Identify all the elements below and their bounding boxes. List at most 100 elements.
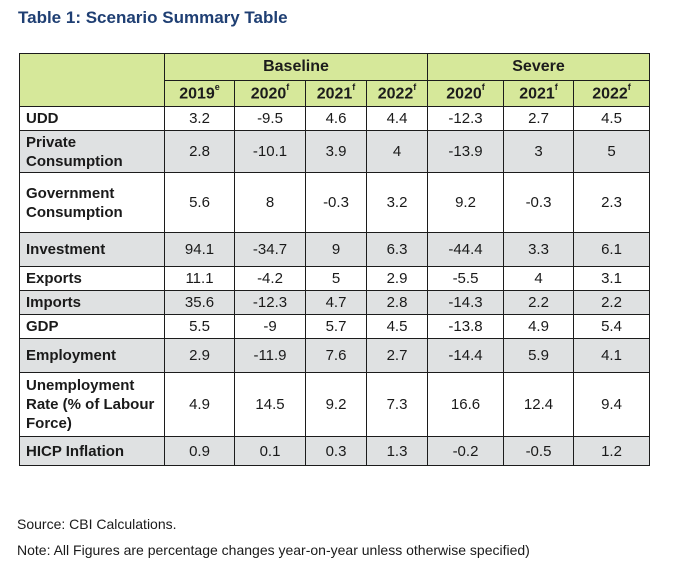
value-cell: -0.2	[427, 436, 504, 466]
row-label: Private Consumption	[19, 130, 165, 173]
value-cell: -12.3	[234, 290, 306, 315]
value-cell: -0.5	[503, 436, 574, 466]
value-cell: 6.1	[572, 232, 651, 267]
value-cell: 5.5	[164, 314, 235, 339]
value-cell: 3.2	[164, 106, 235, 131]
value-cell: 2.9	[164, 338, 235, 373]
value-cell: -44.4	[427, 232, 504, 267]
value-cell: 0.3	[305, 436, 367, 466]
value-cell: 4.9	[503, 314, 574, 339]
value-cell: 9.4	[572, 372, 651, 437]
value-cell: 3.2	[366, 172, 428, 233]
value-cell: 5.4	[572, 314, 651, 339]
value-cell: 4.5	[366, 314, 428, 339]
table-row: UDD 3.2 -9.5 4.6 4.4 -12.3 2.7 4.5	[19, 106, 651, 131]
table-row: GDP 5.5 -9 5.7 4.5 -13.8 4.9 5.4	[19, 314, 651, 339]
value-cell: 2.9	[366, 266, 428, 291]
year-header: 2021f	[503, 80, 574, 107]
value-cell: 5	[572, 130, 651, 173]
row-label: Exports	[19, 266, 165, 291]
value-cell: -4.2	[234, 266, 306, 291]
value-cell: 4.1	[572, 338, 651, 373]
table-row: Private Consumption 2.8 -10.1 3.9 4 -13.9 3 5	[19, 130, 651, 173]
value-cell: -11.9	[234, 338, 306, 373]
group-header-severe: Severe	[426, 53, 651, 81]
row-label: Government Consumption	[19, 172, 165, 233]
value-cell: 5	[305, 266, 367, 291]
value-cell: 35.6	[164, 290, 235, 315]
value-cell: 5.7	[305, 314, 367, 339]
value-cell: -0.3	[503, 172, 574, 233]
row-label: GDP	[19, 314, 165, 339]
value-cell: 2.7	[503, 106, 574, 131]
year-header: 2022f	[572, 80, 651, 107]
row-label: HICP Inflation	[19, 436, 165, 466]
value-cell: 4.4	[366, 106, 428, 131]
value-cell: -12.3	[427, 106, 504, 131]
corner-cell	[19, 53, 165, 107]
value-cell: 4.9	[164, 372, 235, 437]
value-cell: -0.3	[305, 172, 367, 233]
value-cell: 3	[503, 130, 574, 173]
value-cell: 5.6	[164, 172, 235, 233]
value-cell: -14.3	[427, 290, 504, 315]
year-header: 2021f	[305, 80, 367, 107]
value-cell: -10.1	[234, 130, 306, 173]
value-cell: -5.5	[427, 266, 504, 291]
row-label: Imports	[19, 290, 165, 315]
year-header: 2022f	[366, 80, 428, 107]
value-cell: 12.4	[503, 372, 574, 437]
row-label: UDD	[19, 106, 165, 131]
footnote: Note: All Figures are percentage changes…	[17, 542, 530, 558]
value-cell: 14.5	[234, 372, 306, 437]
year-header: 2020f	[234, 80, 306, 107]
value-cell: 4	[503, 266, 574, 291]
table-row: Employment 2.9 -11.9 7.6 2.7 -14.4 5.9 4.1	[19, 338, 651, 373]
value-cell: 8	[234, 172, 306, 233]
value-cell: 2.8	[164, 130, 235, 173]
value-cell: 0.9	[164, 436, 235, 466]
table-row: Imports 35.6 -12.3 4.7 2.8 -14.3 2.2 2.2	[19, 290, 651, 315]
row-label: Employment	[19, 338, 165, 373]
value-cell: -9	[234, 314, 306, 339]
value-cell: -13.8	[427, 314, 504, 339]
table-row: Unemployment Rate (% of Labour Force) 4.9…	[19, 372, 651, 437]
value-cell: 1.2	[572, 436, 651, 466]
table-row: HICP Inflation 0.9 0.1 0.3 1.3 -0.2 -0.5 1.2	[19, 436, 651, 466]
value-cell: 16.6	[427, 372, 504, 437]
table-row: Investment 94.1 -34.7 9 6.3 -44.4 3.3 6.1	[19, 232, 651, 267]
value-cell: 3.3	[503, 232, 574, 267]
value-cell: 11.1	[164, 266, 235, 291]
source-note: Source: CBI Calculations.	[17, 516, 177, 532]
value-cell: 2.3	[572, 172, 651, 233]
value-cell: 94.1	[164, 232, 235, 267]
value-cell: 3.1	[572, 266, 651, 291]
year-header: 2019e	[164, 80, 235, 107]
value-cell: 7.3	[366, 372, 428, 437]
scenario-summary-table: Baseline Severe 2019e 2020f 2021f 2022f 2020…	[19, 53, 651, 466]
group-header-baseline: Baseline	[164, 53, 428, 81]
value-cell: 9.2	[305, 372, 367, 437]
value-cell: -9.5	[234, 106, 306, 131]
value-cell: 4.6	[305, 106, 367, 131]
value-cell: 4	[366, 130, 428, 173]
value-cell: -34.7	[234, 232, 306, 267]
table-row: Government Consumption 5.6 8 -0.3 3.2 9.2 -0.3…	[19, 172, 651, 233]
value-cell: -14.4	[427, 338, 504, 373]
year-header: 2020f	[427, 80, 504, 107]
value-cell: 4.5	[572, 106, 651, 131]
value-cell: 2.2	[572, 290, 651, 315]
row-label: Unemployment Rate (% of Labour Force)	[19, 372, 165, 437]
value-cell: 2.2	[503, 290, 574, 315]
value-cell: 6.3	[366, 232, 428, 267]
value-cell: 9.2	[427, 172, 504, 233]
value-cell: 3.9	[305, 130, 367, 173]
value-cell: -13.9	[427, 130, 504, 173]
value-cell: 7.6	[305, 338, 367, 373]
value-cell: 0.1	[234, 436, 306, 466]
value-cell: 5.9	[503, 338, 574, 373]
table-title: Table 1: Scenario Summary Table	[18, 8, 288, 27]
value-cell: 4.7	[305, 290, 367, 315]
value-cell: 2.7	[366, 338, 428, 373]
value-cell: 1.3	[366, 436, 428, 466]
